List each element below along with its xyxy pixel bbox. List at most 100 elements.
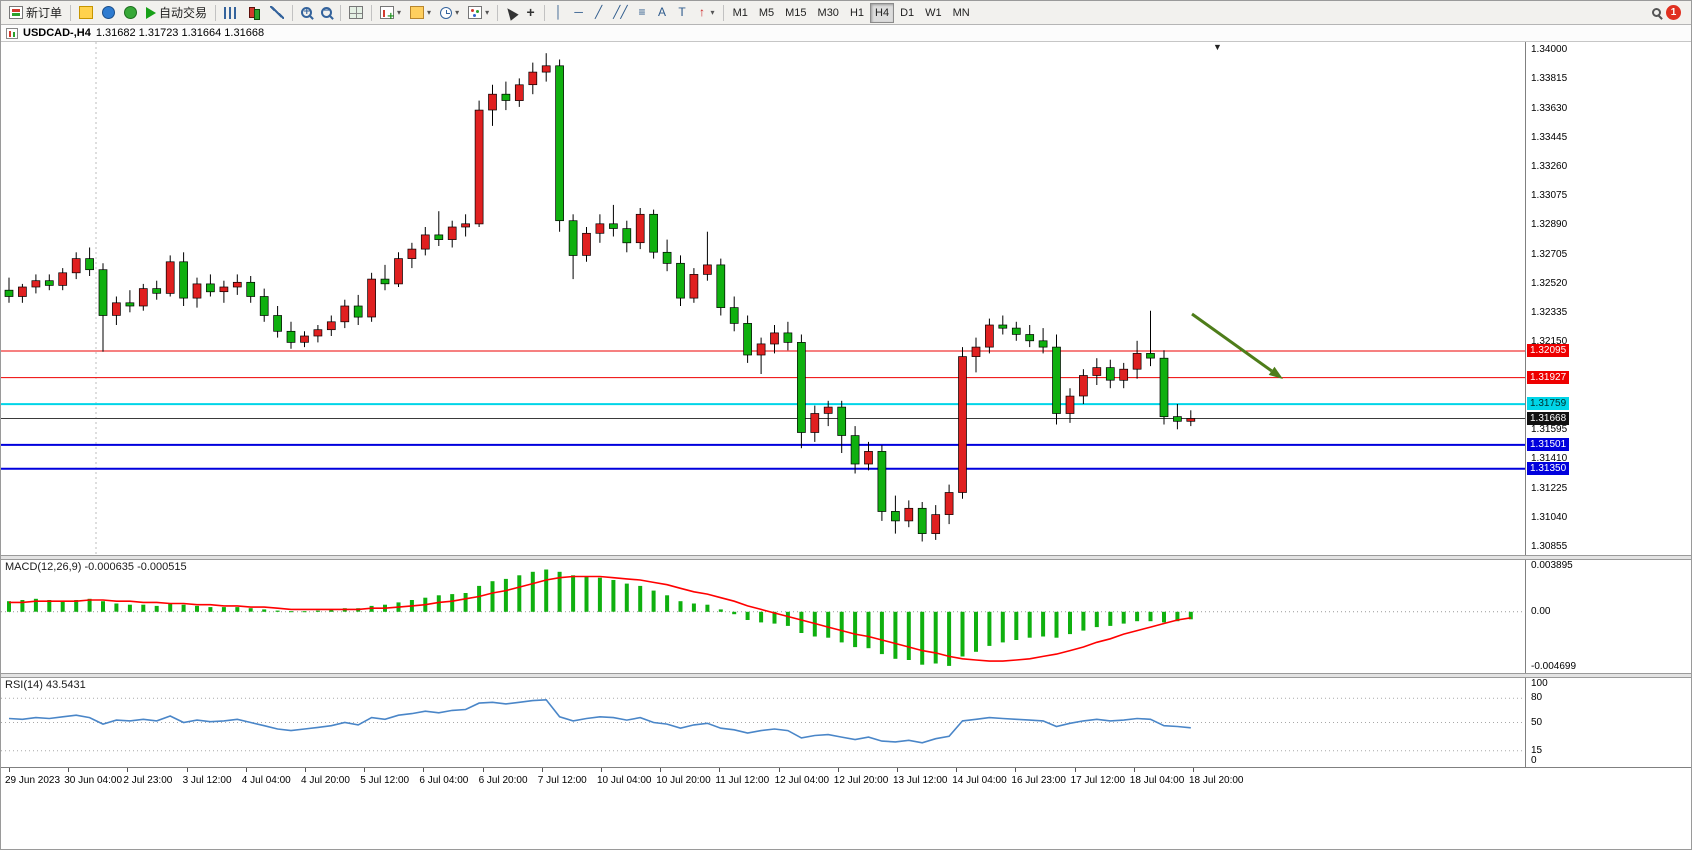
- text-label-button[interactable]: T: [673, 3, 692, 23]
- time-tick: [1133, 768, 1135, 772]
- macd-svg[interactable]: [1, 560, 1525, 673]
- chart-titlebar[interactable]: USDCAD-,H4 1.31682 1.31723 1.31664 1.316…: [1, 25, 1691, 42]
- fibonacci-button[interactable]: ≡: [633, 3, 652, 23]
- toolbar-separator: [371, 4, 373, 21]
- time-label: 30 Jun 04:00: [64, 775, 123, 786]
- notification-badge[interactable]: 1: [1666, 5, 1681, 20]
- news-icon: [124, 6, 138, 19]
- time-label: 5 Jul 12:00: [360, 775, 410, 786]
- line-chart-button[interactable]: [266, 3, 288, 23]
- timeframe-button-w1[interactable]: W1: [920, 3, 947, 23]
- price-tick-label: 1.31410: [1531, 453, 1568, 465]
- timeframe-group: M1 M5 M15 M30 H1 H4 D1 W1 MN: [728, 2, 975, 23]
- price-tick-label: 1.33630: [1531, 102, 1568, 114]
- timeframe-button-m30[interactable]: M30: [813, 3, 844, 23]
- crosshair-button[interactable]: +: [521, 3, 540, 23]
- timeframe-button-h4[interactable]: H4: [870, 2, 895, 23]
- time-tick: [305, 768, 306, 772]
- price-tick-label: 1.34000: [1531, 44, 1568, 55]
- price-tick-label: 1.32705: [1531, 248, 1568, 260]
- text-label-icon: T: [678, 5, 686, 19]
- profiles-button[interactable]: ▾: [406, 3, 435, 23]
- horizontal-line-button[interactable]: ─: [569, 3, 588, 23]
- period-clock-icon: [440, 6, 453, 19]
- news-button[interactable]: [120, 3, 141, 23]
- chart-window-icon: [6, 27, 18, 39]
- time-label: 4 Jul 20:00: [301, 775, 350, 786]
- candlestick-chart-icon: [247, 6, 261, 20]
- line-chart-icon: [270, 6, 285, 19]
- rsi-axis-label: 100: [1531, 678, 1548, 689]
- arrows-icon: ↑: [699, 5, 706, 19]
- chart-shift-marker-icon[interactable]: ▼: [1213, 42, 1222, 52]
- metaeditor-button[interactable]: [75, 3, 97, 23]
- main-chart-svg[interactable]: [1, 42, 1525, 555]
- auto-trading-button[interactable]: 自动交易: [142, 3, 211, 23]
- tile-windows-button[interactable]: [345, 3, 367, 23]
- new-order-button[interactable]: 新订单: [5, 3, 66, 23]
- time-label: 11 Jul 12:00: [715, 775, 770, 786]
- price-axis[interactable]: 1.34000 1.33815 1.33630 1.33445 1.33260 1.330…: [1525, 42, 1691, 555]
- timeframe-button-d1[interactable]: D1: [895, 3, 919, 23]
- trendline-button[interactable]: ╱: [589, 3, 608, 23]
- arrows-button[interactable]: ↑ ▾: [693, 3, 719, 23]
- zoom-in-button[interactable]: [297, 3, 316, 23]
- price-badge-1.31501: 1.31501: [1527, 437, 1570, 451]
- cursor-button[interactable]: [502, 3, 520, 23]
- macd-label: MACD(12,26,9) -0.000635 -0.000515: [5, 561, 187, 573]
- time-label: 17 Jul 12:00: [1070, 775, 1126, 786]
- channel-button[interactable]: ╱╱: [609, 3, 631, 23]
- toolbar-separator: [70, 4, 72, 21]
- zoom-out-button[interactable]: [317, 3, 336, 23]
- text-button[interactable]: A: [653, 3, 672, 23]
- bar-chart-button[interactable]: [220, 3, 242, 23]
- time-tick: [1193, 768, 1194, 772]
- time-label: 14 Jul 04:00: [952, 775, 1007, 786]
- profiles-caret-icon: ▾: [427, 7, 432, 17]
- chart-title-symbol: USDCAD-,H4: [23, 27, 91, 39]
- template-button[interactable]: ▾: [464, 3, 493, 23]
- rsi-splitter[interactable]: [1, 673, 1691, 678]
- new-chart-button[interactable]: ▾: [376, 3, 405, 23]
- price-tick-label: 1.31040: [1531, 511, 1568, 523]
- rsi-axis-label: 80: [1531, 692, 1543, 704]
- rsi-axis-label: 15: [1531, 744, 1543, 756]
- price-badge-1.32095: 1.32095: [1527, 344, 1570, 357]
- price-badge-1.31759: 1.31759: [1527, 397, 1570, 411]
- macd-axis[interactable]: 0.003895 0.00 -0.004699: [1525, 560, 1691, 673]
- toolbar-separator: [722, 4, 724, 21]
- search-button[interactable]: [1648, 3, 1665, 23]
- rsi-svg[interactable]: [1, 678, 1525, 767]
- vertical-line-icon: │: [554, 5, 563, 19]
- candlestick-chart-button[interactable]: [243, 3, 265, 23]
- time-label: 29 Jun 2023: [5, 775, 61, 786]
- time-tick: [778, 768, 780, 772]
- timeframe-button-m5[interactable]: M5: [754, 3, 779, 23]
- toolbar-separator: [340, 4, 342, 21]
- macd-splitter[interactable]: [1, 555, 1691, 560]
- timeframe-button-m15[interactable]: M15: [780, 3, 811, 23]
- time-label: 18 Jul 20:00: [1189, 775, 1244, 786]
- rsi-axis[interactable]: 100 80 50 15 0: [1525, 678, 1691, 767]
- chart-title-quotes: 1.31682 1.31723 1.31664 1.31668: [95, 27, 265, 39]
- timeframe-button-h1[interactable]: H1: [845, 3, 869, 23]
- rsi-label: RSI(14) 43.5431: [5, 679, 86, 691]
- mql5-community-button[interactable]: [98, 3, 119, 23]
- period-button[interactable]: ▾: [436, 3, 463, 23]
- period-caret-icon: ▾: [455, 7, 460, 17]
- time-tick: [127, 768, 129, 772]
- macd-panel: MACD(12,26,9) -0.000635 -0.000515 0.0038…: [1, 560, 1691, 673]
- new-chart-icon: [380, 6, 395, 22]
- time-axis[interactable]: 29 Jun 2023 30 Jun 04:00 2 Jul 23:00 3 Jul …: [1, 767, 1691, 789]
- time-label: 10 Jul 20:00: [656, 775, 711, 786]
- price-tick-label: 1.32335: [1531, 307, 1568, 319]
- vertical-line-button[interactable]: │: [549, 3, 568, 23]
- bottom-filler: [1, 789, 1691, 849]
- time-tick: [9, 768, 10, 772]
- time-tick: [1015, 768, 1017, 772]
- timeframe-button-m1[interactable]: M1: [728, 3, 753, 23]
- timeframe-button-mn[interactable]: MN: [948, 3, 975, 23]
- main-chart-area: ▼ 1.34000 1.33815 1.33630 1.33445 1.33260 1.3…: [1, 42, 1691, 555]
- rsi-axis-label: 50: [1531, 716, 1543, 728]
